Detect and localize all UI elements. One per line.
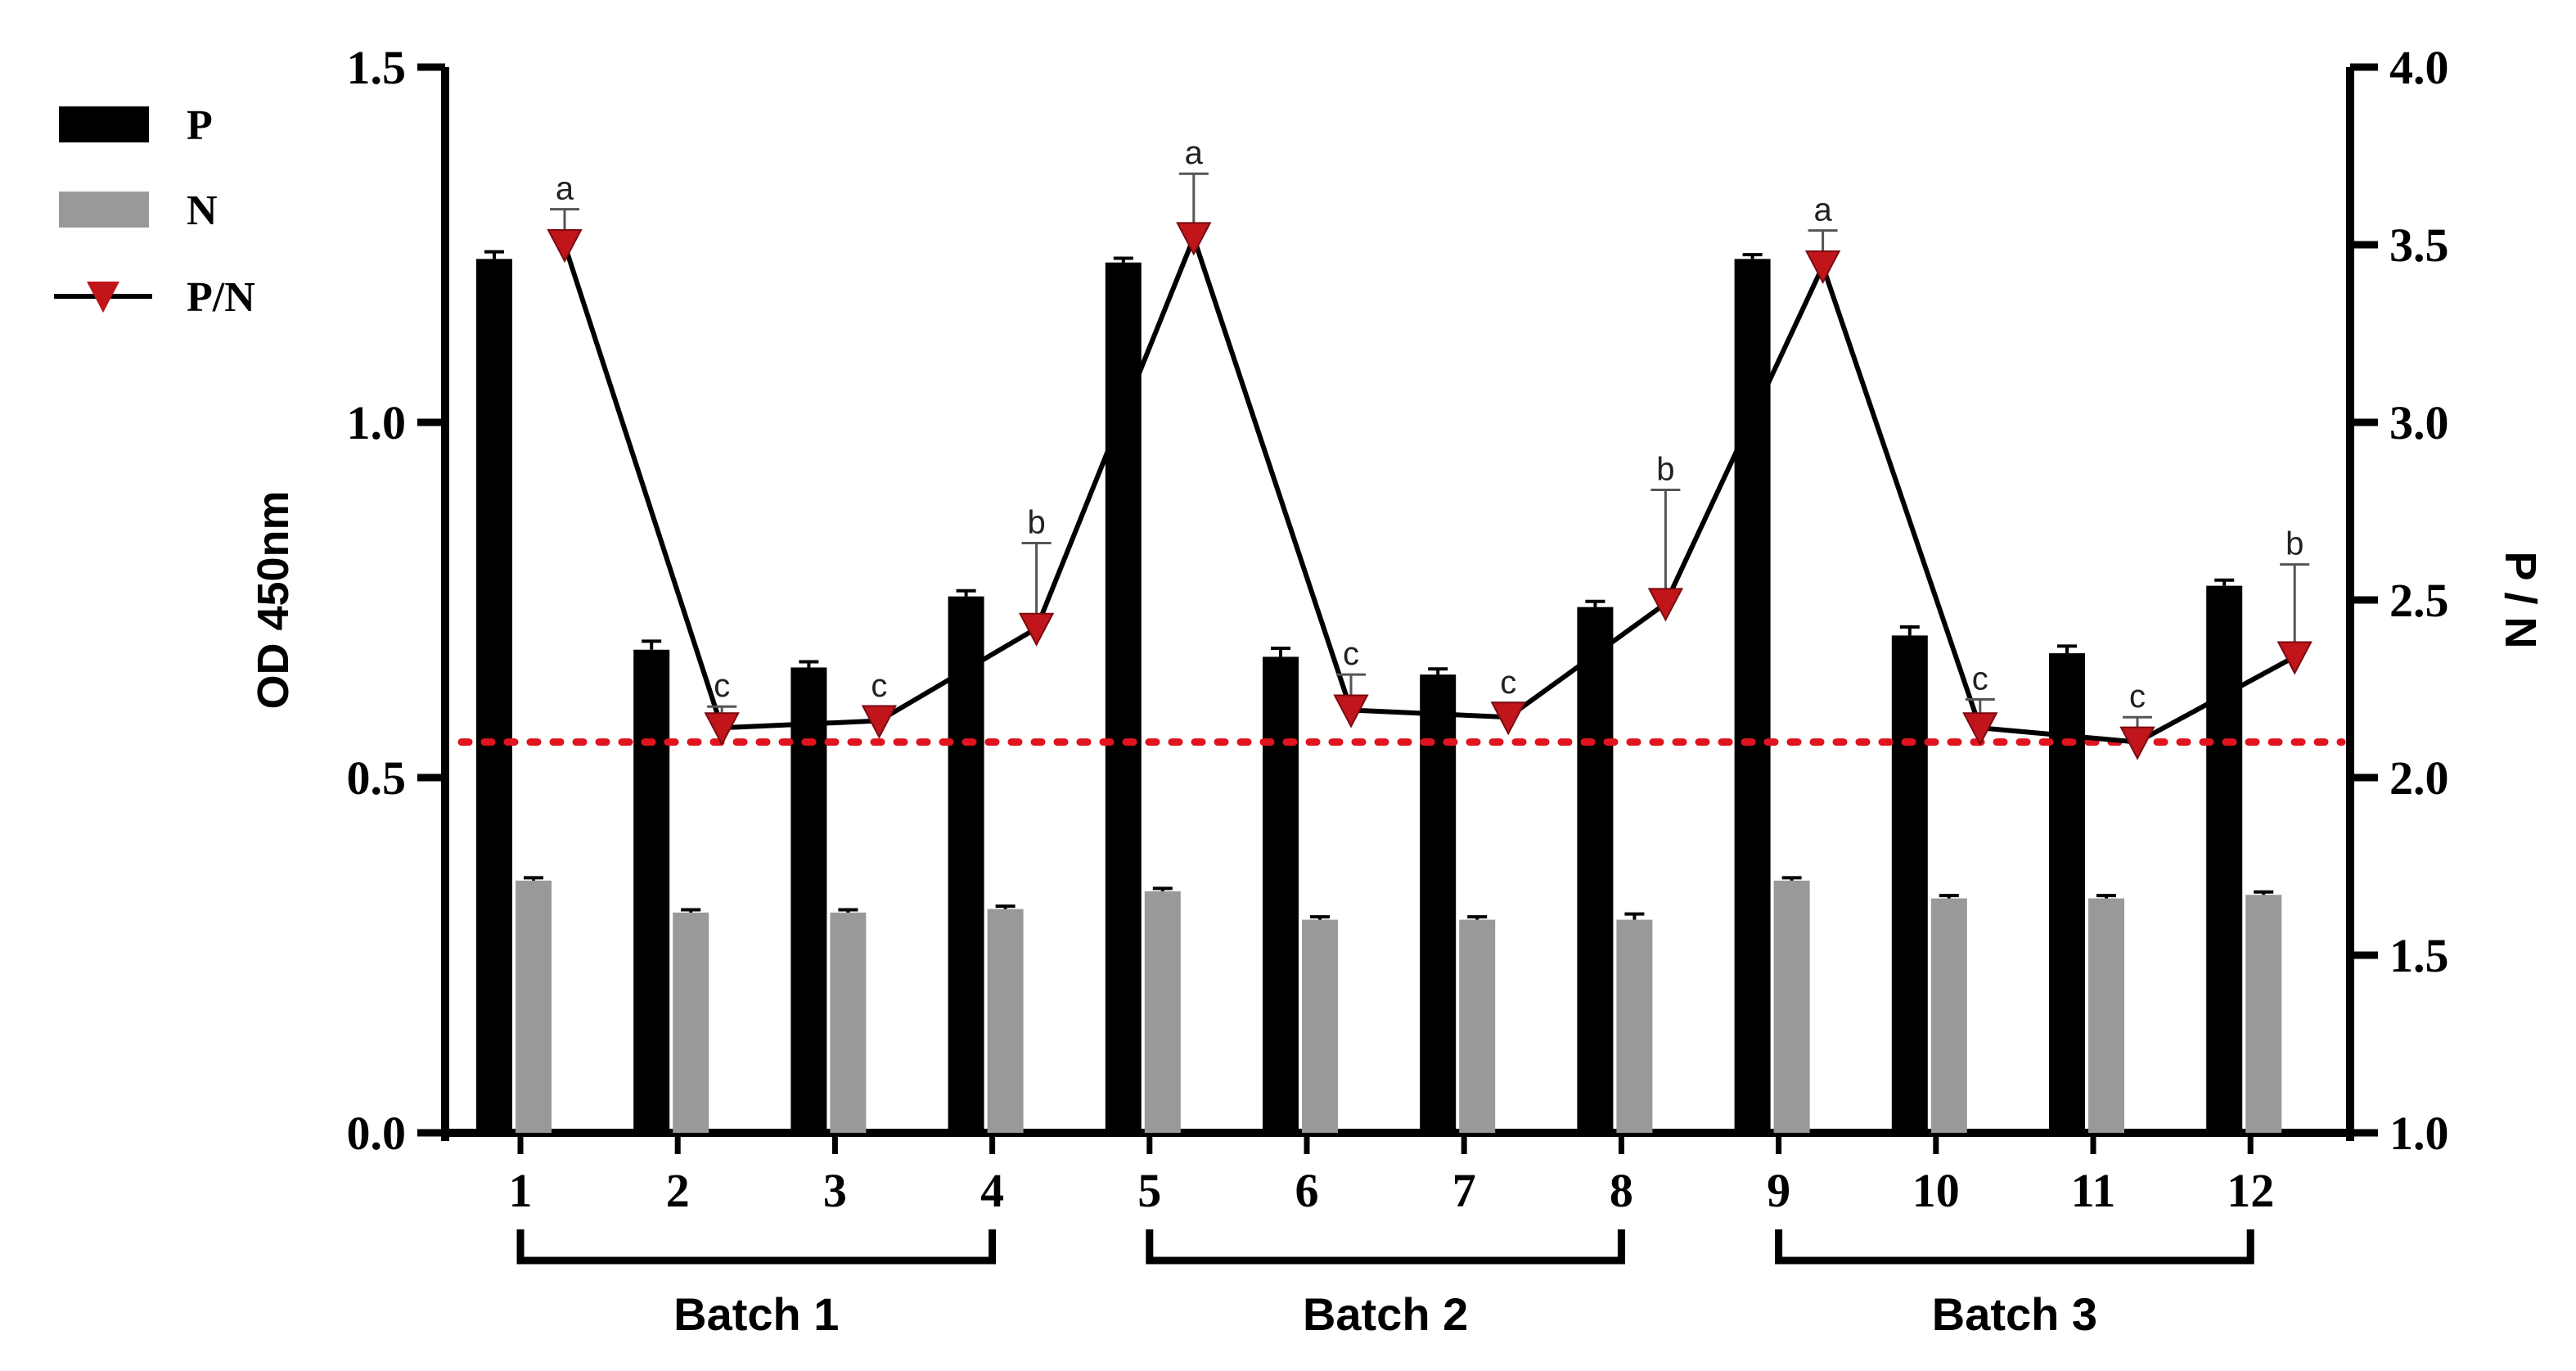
x-tick-label: 4 [980,1164,1004,1217]
y-axis-title: OD 450nm [249,490,298,709]
bar-n [2088,898,2124,1133]
x-tick-label: 3 [823,1164,847,1217]
legend-label-p: P [187,102,213,149]
bar-p [948,596,984,1133]
bar-p [1577,607,1614,1133]
bar-p [1734,259,1771,1133]
pn-marker [1490,701,1526,736]
legend: PN P/N [54,102,255,321]
bars [476,250,2282,1134]
pn-marker [1962,712,1998,746]
y-tick-label: 1.0 [347,396,407,449]
batch-bracket [1775,1229,2254,1265]
significance-letter: c [1343,636,1359,672]
bar-n [1144,891,1181,1133]
x-tick-label: 2 [666,1164,690,1217]
y-tick-label: 1.5 [347,41,407,94]
bar-n [987,909,1024,1133]
pn-marker [861,705,898,739]
y-tick-label: 0.5 [347,751,407,805]
bar-p [1263,656,1299,1133]
bar-n [1616,919,1653,1133]
pn-marker [1176,222,1212,256]
legend-label-n: N [187,187,218,234]
significance-letter: a [1813,192,1832,228]
y2-tick-label: 1.5 [2389,929,2449,982]
y2-tick-label: 3.0 [2389,396,2449,449]
pn-marker [1018,612,1055,647]
bar-p [633,649,670,1133]
batch-label: Batch 3 [1932,1288,2097,1340]
bar-n [830,912,867,1133]
x-tick-label: 9 [1767,1164,1790,1217]
significance-letter: b [2286,526,2304,562]
legend-swatch-n [59,192,149,228]
legend-marker-pn [87,282,119,313]
y2-tick-label: 2.5 [2389,574,2449,627]
bar-p [790,667,827,1133]
significance-letter: b [1027,505,1045,541]
pn-marker [1333,694,1369,728]
y2-tick-label: 2.0 [2389,751,2449,805]
x-tick-label: 6 [1295,1164,1319,1217]
x-tick-label: 7 [1452,1164,1476,1217]
bar-n [516,880,552,1133]
y2-axis-title: P / N [2496,551,2545,648]
bar-p [2206,585,2243,1133]
x-tick-label: 12 [2227,1164,2274,1217]
y-tick-label: 0.0 [347,1107,407,1160]
significance-letter: c [714,668,730,704]
legend-swatch-p [59,106,149,142]
x-tick-label: 10 [1912,1164,1960,1217]
axes: 0.00.51.01.51.01.52.02.53.03.54.01 2 3 4 5 6 7… [249,41,2545,1217]
bar-p [2049,653,2085,1133]
pn-marker [704,712,740,746]
bar-n [1930,898,1967,1133]
bar-p [476,259,512,1133]
bar-p [1420,674,1457,1133]
bar-n [673,912,709,1133]
bar-n [1302,919,1338,1133]
significance-letter: c [1972,661,1988,697]
bar-n [2245,895,2282,1133]
batch-groups: Batch 1 Batch 2 Batch 3 [516,1229,2254,1340]
batch-bracket [516,1229,997,1265]
pn-marker [2119,726,2155,760]
batch-bracket [1146,1229,1625,1265]
bar-p [1891,635,1928,1133]
batch-label: Batch 1 [673,1288,839,1340]
bar-n [1459,919,1496,1133]
significance-letter: c [871,668,887,704]
significance-letter: c [2129,679,2146,715]
x-tick-label: 1 [509,1164,533,1217]
significance-letter: a [1185,135,1204,171]
x-tick-label: 8 [1610,1164,1633,1217]
x-tick-label: 11 [2071,1164,2116,1217]
pn-line-group: a c c b a c c b a c c b [547,135,2313,760]
pn-marker [547,229,583,264]
pn-series-line [562,230,2296,745]
bar-p [1105,262,1142,1134]
batch-label: Batch 2 [1303,1288,1468,1340]
bar-n [1773,880,1810,1133]
legend-label-pn: P/N [187,274,255,321]
y2-tick-label: 4.0 [2389,41,2449,94]
y2-tick-label: 1.0 [2389,1107,2449,1160]
significance-letter: b [1656,451,1674,487]
x-tick-label: 5 [1137,1164,1161,1217]
significance-letter: a [556,171,574,207]
pn-marker [1647,588,1684,622]
pn-marker [2277,641,2313,675]
significance-letter: c [1500,665,1516,701]
pn-marker [1804,250,1841,285]
y2-tick-label: 3.5 [2389,219,2449,272]
